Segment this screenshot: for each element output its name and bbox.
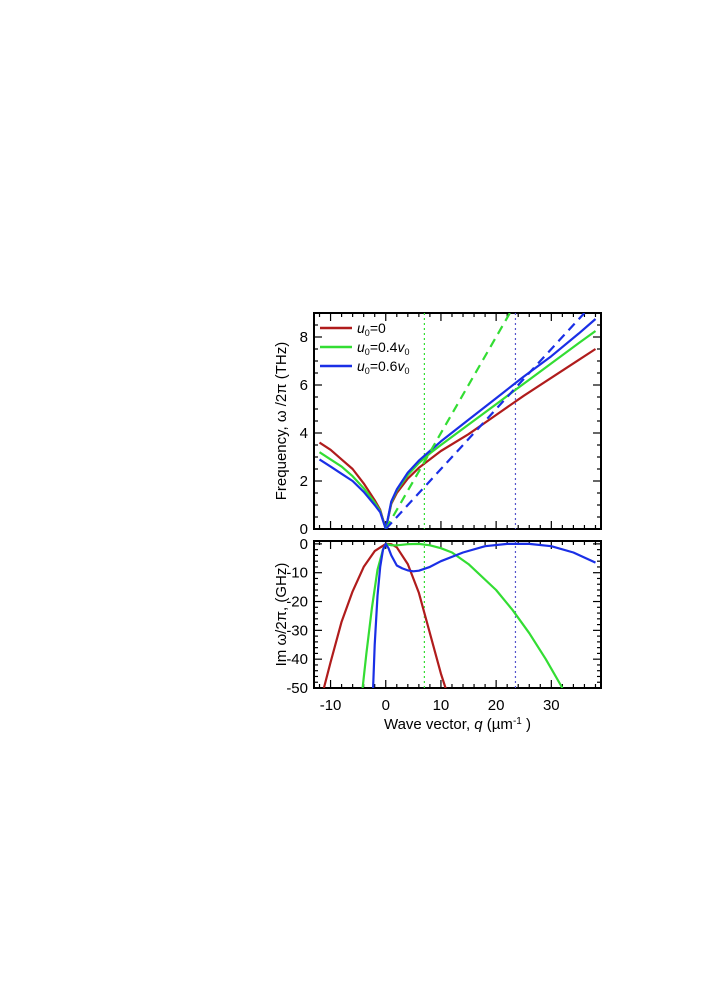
top-series-line-3 bbox=[384, 313, 511, 529]
bottom-panel: 0 -10 -20 -30 -40 -50 -10 0 10 20 30 bbox=[286, 536, 602, 714]
bot-y-tick-label: -20 bbox=[286, 594, 308, 611]
legend-entry-label: u0=0 bbox=[357, 320, 386, 338]
bot-y-tick-label: -10 bbox=[286, 565, 308, 582]
top-y-axis-title: Frequency, ω /2π (THz) bbox=[273, 342, 290, 500]
bot-series-line-1 bbox=[361, 542, 564, 688]
x-axis-title-variable: q bbox=[474, 716, 483, 733]
bot-y-tick-label: -50 bbox=[286, 680, 308, 697]
top-y-tick-label: 8 bbox=[300, 329, 308, 346]
top-panel: 0 2 4 6 8 bbox=[300, 312, 602, 538]
x-axis-title-unit-close: ) bbox=[522, 716, 531, 733]
bot-series-line-2 bbox=[372, 542, 596, 688]
x-axis-title-main: Wave vector, bbox=[384, 716, 474, 733]
top-series-line-0 bbox=[318, 348, 597, 529]
x-tick-label: 30 bbox=[543, 697, 560, 714]
bot-series-line-0 bbox=[322, 542, 447, 688]
top-y-tick-label: 6 bbox=[300, 377, 308, 394]
bot-y-tick-label: -30 bbox=[286, 622, 308, 639]
x-tick-label: 10 bbox=[433, 697, 450, 714]
legend-entry-label: u0=0.4v0 bbox=[357, 339, 409, 357]
x-axis-title-exponent: -1 bbox=[513, 716, 522, 727]
bot-y-tick-label: 0 bbox=[300, 536, 308, 553]
bottom-y-axis-title: Im ω/2π, (GHz) bbox=[273, 563, 290, 667]
bot-plot-frame bbox=[313, 540, 602, 689]
top-y-tick-label: 4 bbox=[300, 425, 308, 442]
top-series-line-4 bbox=[384, 313, 586, 529]
top-series-line-2 bbox=[318, 318, 597, 529]
x-tick-label: 20 bbox=[488, 697, 505, 714]
top-y-tick-label: 2 bbox=[300, 473, 308, 490]
x-axis-title-unit: (µm bbox=[483, 716, 513, 733]
x-axis-title: Wave vector, q (µm-1 ) bbox=[384, 716, 531, 734]
legend-entry-label: u0=0.6v0 bbox=[357, 358, 409, 376]
x-tick-label: 0 bbox=[382, 697, 390, 714]
x-tick-label: -10 bbox=[320, 697, 342, 714]
bot-y-tick-label: -40 bbox=[286, 651, 308, 668]
top-y-tick-label: 0 bbox=[300, 521, 308, 538]
